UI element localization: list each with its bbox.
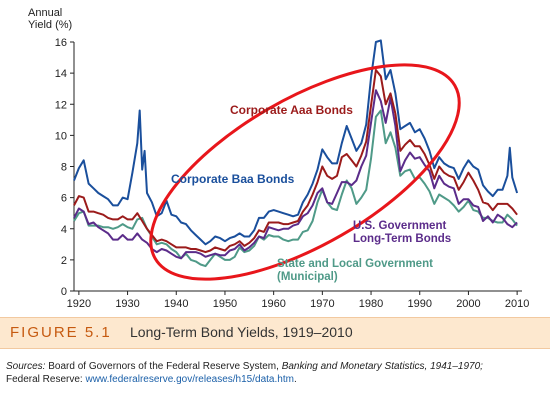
y-tick-label: 14 xyxy=(55,68,67,80)
y-tick-label: 4 xyxy=(61,224,67,236)
series-annotations: Corporate Aaa Bonds Corporate Baa Bonds U.… xyxy=(171,103,451,283)
series-line-aaa xyxy=(73,69,518,254)
y-tick-label: 10 xyxy=(55,130,67,142)
series-lines xyxy=(73,39,519,268)
x-tick-label: 1920 xyxy=(67,298,91,310)
figure-label: FIGURE 5.1 xyxy=(10,324,112,341)
annotation-line: Corporate Baa Bonds xyxy=(171,172,295,186)
series-line-us xyxy=(73,89,518,260)
annotation-line: (Municipal) xyxy=(277,271,338,283)
y-tick-label: 8 xyxy=(61,162,67,174)
sources-label: Sources: xyxy=(6,361,46,372)
annotation-aaa: Corporate Aaa Bonds xyxy=(230,103,353,117)
annotation-us: U.S. Government Long-Term Bonds xyxy=(353,220,451,245)
series-line-baa xyxy=(73,39,519,246)
y-tick-label: 2 xyxy=(61,255,67,267)
y-tick-label: 16 xyxy=(55,37,67,49)
y-axis-title-line: Yield (%) xyxy=(28,19,72,31)
x-tick-label: 1970 xyxy=(310,298,334,310)
sources-note: Sources: Board of Governors of the Feder… xyxy=(6,360,546,386)
annotation-line: Long-Term Bonds xyxy=(353,233,451,245)
x-tick-label: 1930 xyxy=(115,298,139,310)
annotation-muni: State and Local Government (Municipal) xyxy=(277,258,433,283)
sources-publication: Banking and Monetary Statistics, 1941–19… xyxy=(281,361,483,372)
x-tick-label: 1960 xyxy=(261,298,285,310)
x-tick-label: 2000 xyxy=(456,298,480,310)
sources-text-1: Board of Governors of the Federal Reserv… xyxy=(45,361,282,372)
y-axis-ticks: 0 2 4 6 8 10 12 14 16 xyxy=(55,37,74,298)
y-tick-label: 12 xyxy=(55,99,67,111)
sources-text-2: Federal Reserve: xyxy=(6,374,86,385)
y-tick-label: 0 xyxy=(61,286,67,298)
sources-period: . xyxy=(293,374,297,385)
annotation-line: Corporate Aaa Bonds xyxy=(230,103,353,117)
figure-caption-bar: FIGURE 5.1 Long-Term Bond Yields, 1919–2… xyxy=(0,317,550,349)
x-axis-ticks: 1920 1930 1940 1950 1960 1970 1980 1990 2000 2010 xyxy=(67,291,529,310)
x-tick-label: 1990 xyxy=(407,298,431,310)
x-tick-label: 1980 xyxy=(359,298,383,310)
annotation-baa: Corporate Baa Bonds xyxy=(171,172,295,186)
highlight-ellipse xyxy=(149,63,461,281)
y-tick-label: 6 xyxy=(61,193,67,205)
annotation-line: U.S. Government xyxy=(353,220,446,232)
figure-title: Long-Term Bond Yields, 1919–2010 xyxy=(130,324,353,340)
x-tick-label: 1940 xyxy=(164,298,188,310)
sources-link[interactable]: www.federalreserve.gov/releases/h15/data… xyxy=(85,374,294,385)
annotation-line: State and Local Government xyxy=(277,258,433,270)
x-tick-label: 2010 xyxy=(505,298,529,310)
y-axis-title-line: Annual xyxy=(28,7,62,19)
x-tick-label: 1950 xyxy=(213,298,237,310)
